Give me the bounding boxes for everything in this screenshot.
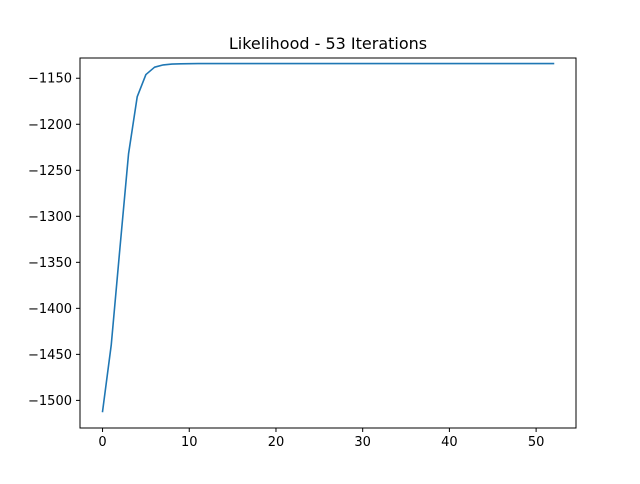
chart-title: Likelihood - 53 Iterations <box>229 34 427 53</box>
x-axis: 0 10 20 30 40 50 <box>98 428 544 450</box>
y-tick-label: −1300 <box>28 210 72 225</box>
x-tick-label: 50 <box>528 435 545 450</box>
y-tick-label: −1400 <box>28 302 72 317</box>
x-tick-label: 30 <box>354 435 371 450</box>
x-tick-label: 20 <box>268 435 285 450</box>
y-tick-label: −1450 <box>28 348 72 363</box>
y-tick-label: −1500 <box>28 394 72 409</box>
y-tick-label: −1150 <box>28 72 72 87</box>
y-tick-label: −1250 <box>28 164 72 179</box>
y-tick-label: −1350 <box>28 256 72 271</box>
y-axis: −1500 −1450 −1400 −1350 −1300 −1250 −1200 −1150 <box>28 72 80 409</box>
series-layer <box>101 62 555 413</box>
plot-frame <box>79 57 577 429</box>
x-tick-label: 40 <box>441 435 458 450</box>
x-tick-label: 0 <box>98 435 106 450</box>
y-tick-label: −1200 <box>28 118 72 133</box>
x-tick-label: 10 <box>181 435 198 450</box>
likelihood-series-line <box>101 62 555 413</box>
